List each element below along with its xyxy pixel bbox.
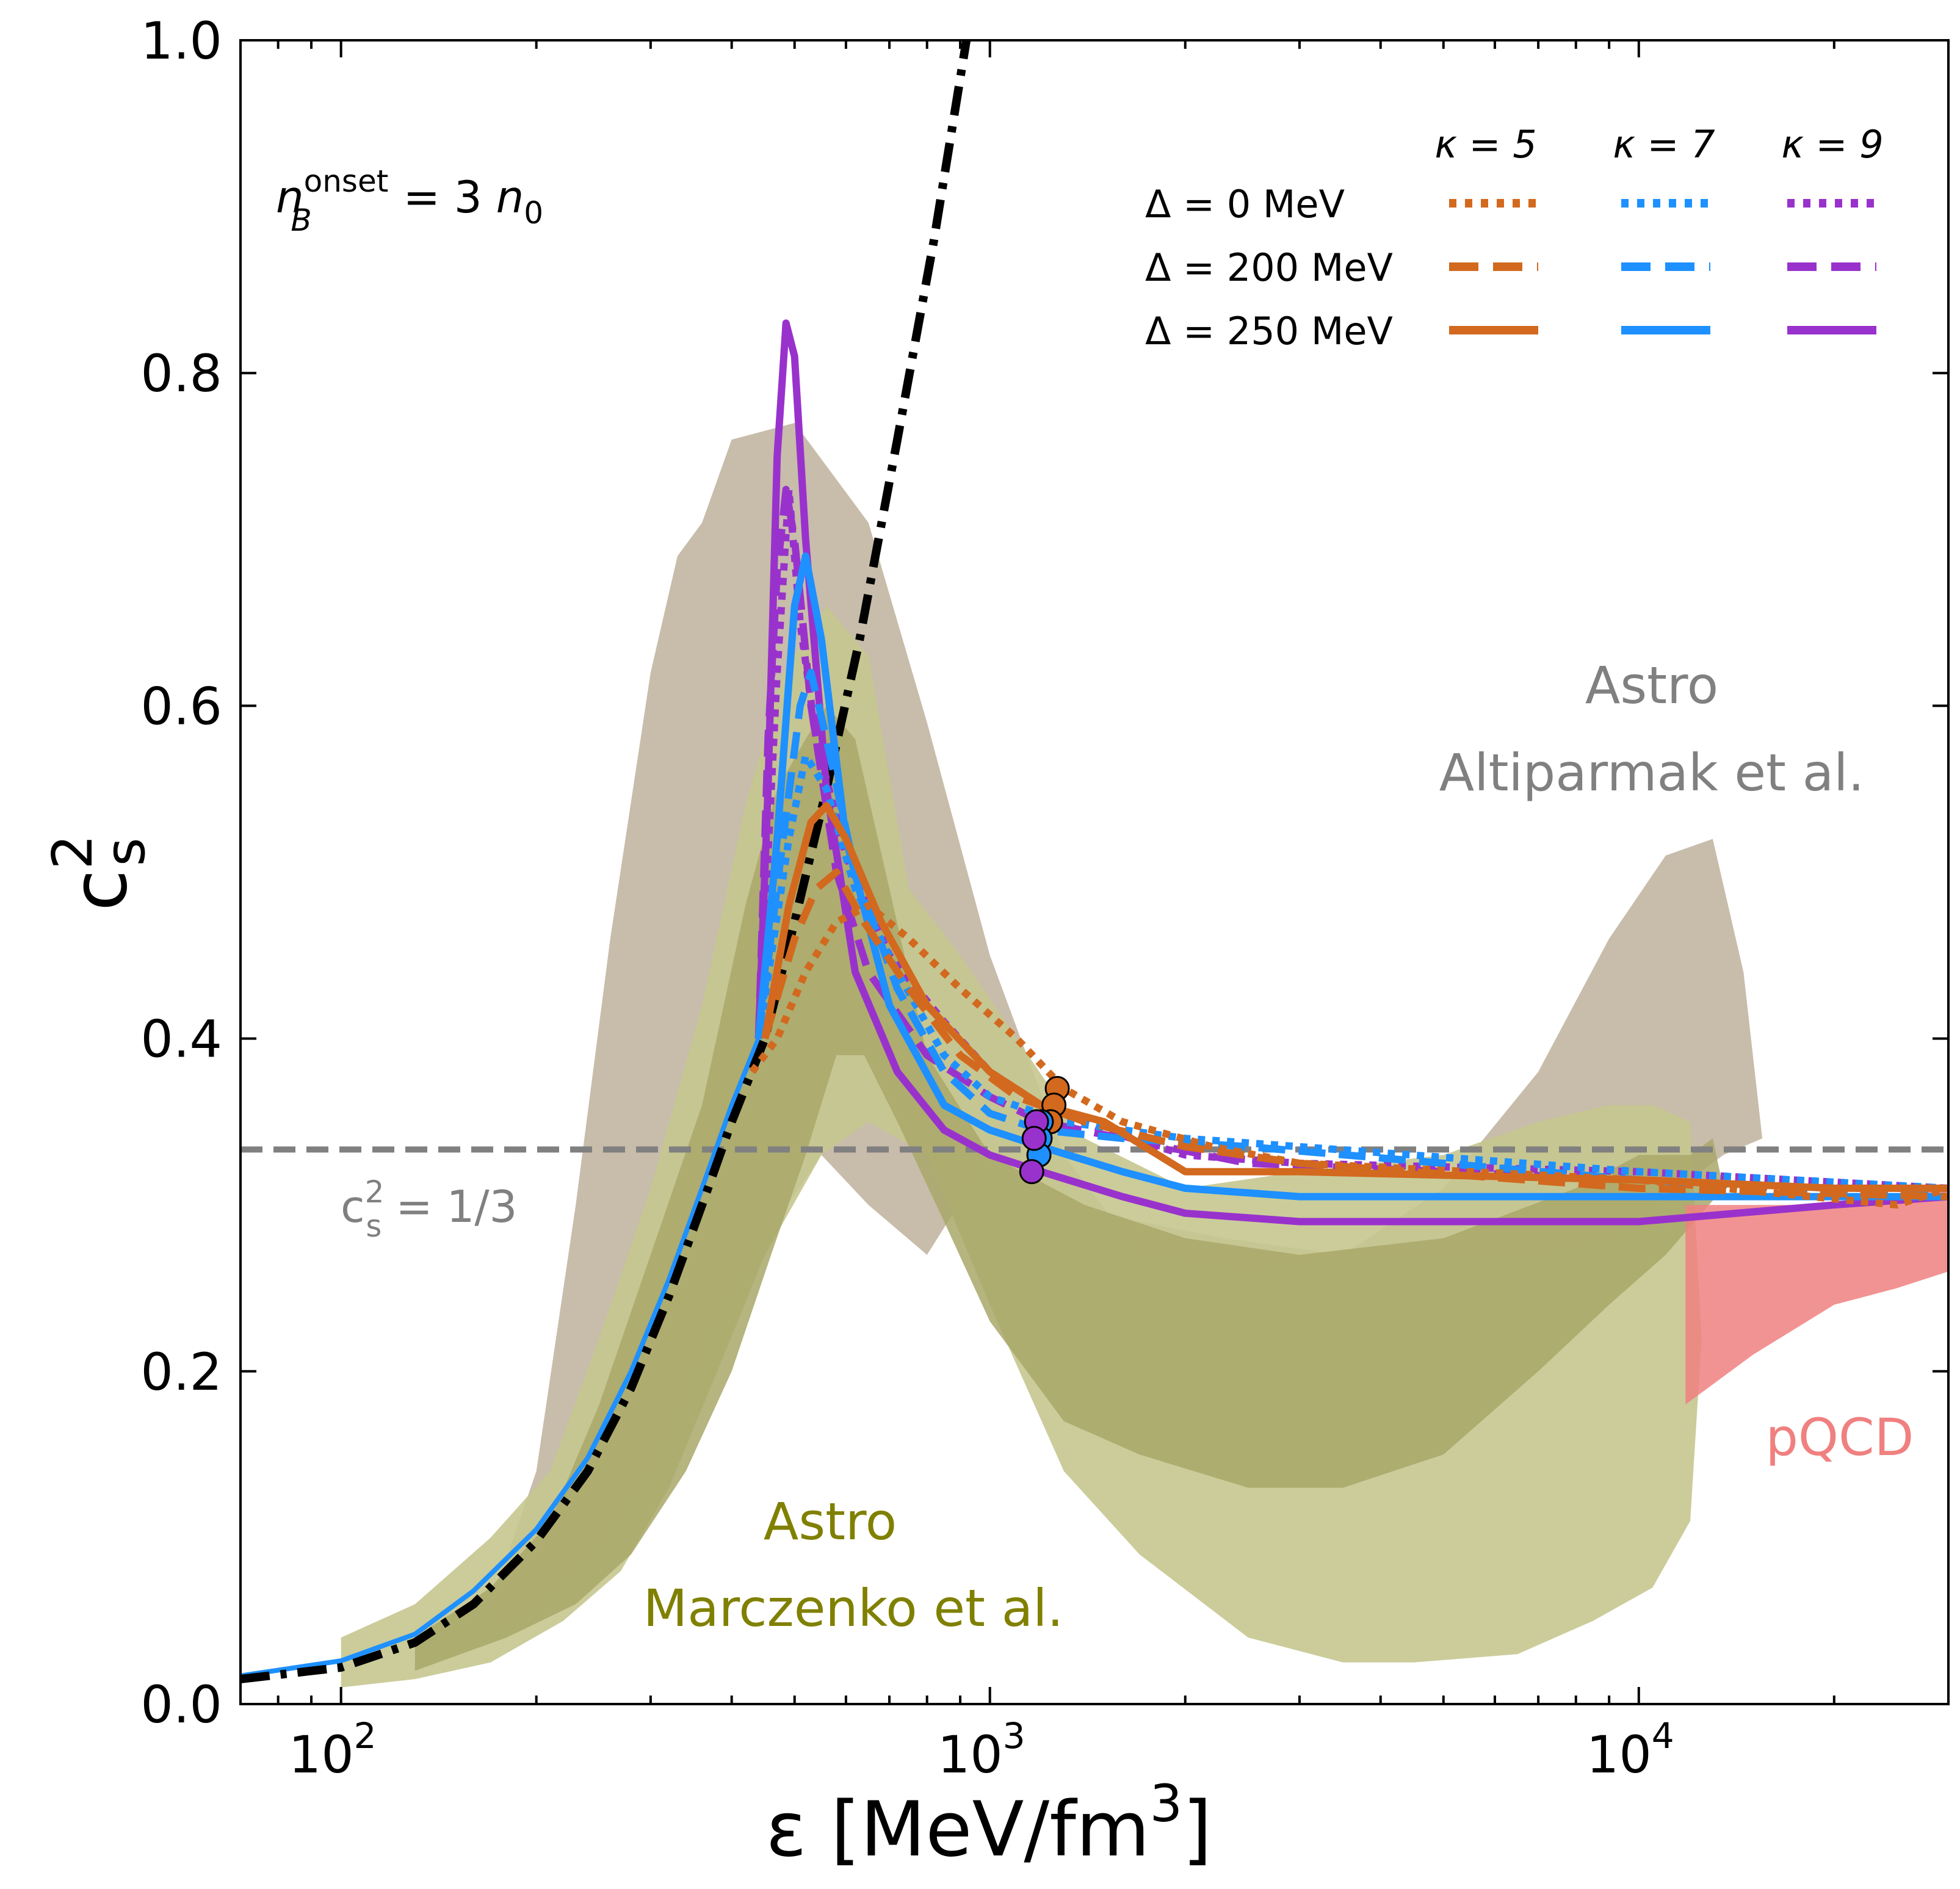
- x-tick-base-0: 10: [289, 1725, 354, 1785]
- altiparmak-line2: Altiparmak et al.: [1439, 743, 1864, 803]
- legend-delta-200: Δ = 200 MeV: [1145, 245, 1393, 290]
- marczenko-line1: Astro: [764, 1492, 897, 1551]
- series-line-1: [240, 40, 971, 1684]
- legend-lines: [1449, 199, 1876, 334]
- y-label-sup: 2: [41, 834, 105, 869]
- marker-7: [1021, 1125, 1047, 1151]
- legend-delta-0: Δ = 0 MeV: [1145, 182, 1345, 226]
- ref-label-sup: 2: [365, 1174, 385, 1210]
- altiparmak-line1: Astro: [1585, 656, 1718, 715]
- band-pqcd: [1685, 1188, 1948, 1405]
- series-line-6: [754, 668, 1948, 1201]
- y-tick-label-5: 1.0: [140, 11, 222, 71]
- legend-kappa-5: κ = 5: [1434, 122, 1536, 167]
- x-tick-label-0: 102: [289, 1715, 377, 1785]
- onset-n: n: [276, 172, 304, 223]
- ref-label-rest: = 1/3: [382, 1181, 517, 1232]
- series-line-0: [240, 1038, 761, 1678]
- x-tick-label-2: 104: [1586, 1715, 1674, 1785]
- bands-layer: [341, 423, 1948, 1688]
- x-tick-exp-0: 2: [354, 1715, 377, 1757]
- x-axis-label: ε [MeV/fm3]: [766, 1774, 1212, 1874]
- onset-rest: = 3: [403, 172, 496, 223]
- series-line-5: [754, 552, 1948, 1201]
- legend-kappa-9: κ = 9: [1781, 122, 1883, 167]
- legend-kappa-7: κ = 7: [1613, 122, 1715, 167]
- onset-sup: onset: [304, 164, 389, 199]
- markers-layer: [1019, 1075, 1070, 1185]
- marker-8: [1019, 1159, 1044, 1185]
- onset-n0: n: [496, 172, 524, 223]
- ref-label-main: c: [341, 1181, 365, 1232]
- x-label-sup: 3: [1150, 1774, 1182, 1833]
- y-tick-label-2: 0.4: [140, 1010, 222, 1069]
- band-marczenko_inner: [414, 706, 1724, 1671]
- plot-frame: [239, 39, 1950, 1705]
- y-label-sub: s: [93, 837, 157, 866]
- y-axis-label-text: c2s: [41, 834, 157, 911]
- series-layer: [240, 40, 1948, 1684]
- series-line-7: [754, 752, 1948, 1192]
- y-tick-label-4: 0.8: [140, 344, 222, 403]
- y-label-main: c: [56, 870, 144, 911]
- y-tick-label-0: 0.0: [140, 1675, 222, 1735]
- pqcd-label: pQCD: [1766, 1407, 1914, 1467]
- x-tick-base-2: 10: [1586, 1725, 1652, 1785]
- y-tick-label-1: 0.2: [140, 1342, 222, 1402]
- onset-n0-sub: 0: [524, 195, 543, 231]
- y-axis-label: c2s: [41, 834, 157, 911]
- y-tick-label-3: 0.6: [140, 676, 222, 736]
- x-tick-base-1: 10: [938, 1725, 1003, 1785]
- legend-delta-250: Δ = 250 MeV: [1145, 309, 1393, 353]
- series-line-10: [749, 901, 1948, 1209]
- x-tick-exp-1: 3: [1003, 1715, 1025, 1757]
- marczenko-line2: Marczenko et al.: [643, 1578, 1063, 1638]
- series-line-9: [761, 869, 1948, 1201]
- x-label-main: ε [MeV/fm: [766, 1786, 1150, 1874]
- x-label-close: ]: [1182, 1786, 1212, 1874]
- ref-label-sub: s: [366, 1208, 382, 1244]
- x-tick-label-1: 103: [938, 1715, 1025, 1785]
- legend: κ = 5 κ = 7 κ = 9 Δ = 0 MeV Δ = 200 MeV …: [1145, 122, 1884, 353]
- onset-sub: B: [291, 203, 311, 238]
- x-tick-exp-2: 4: [1652, 1715, 1674, 1757]
- series-line-2: [754, 319, 1948, 1226]
- reference-line-label: c2 s = 1/3: [341, 1174, 517, 1244]
- onset-label: nonset B = 3 n0: [276, 164, 543, 238]
